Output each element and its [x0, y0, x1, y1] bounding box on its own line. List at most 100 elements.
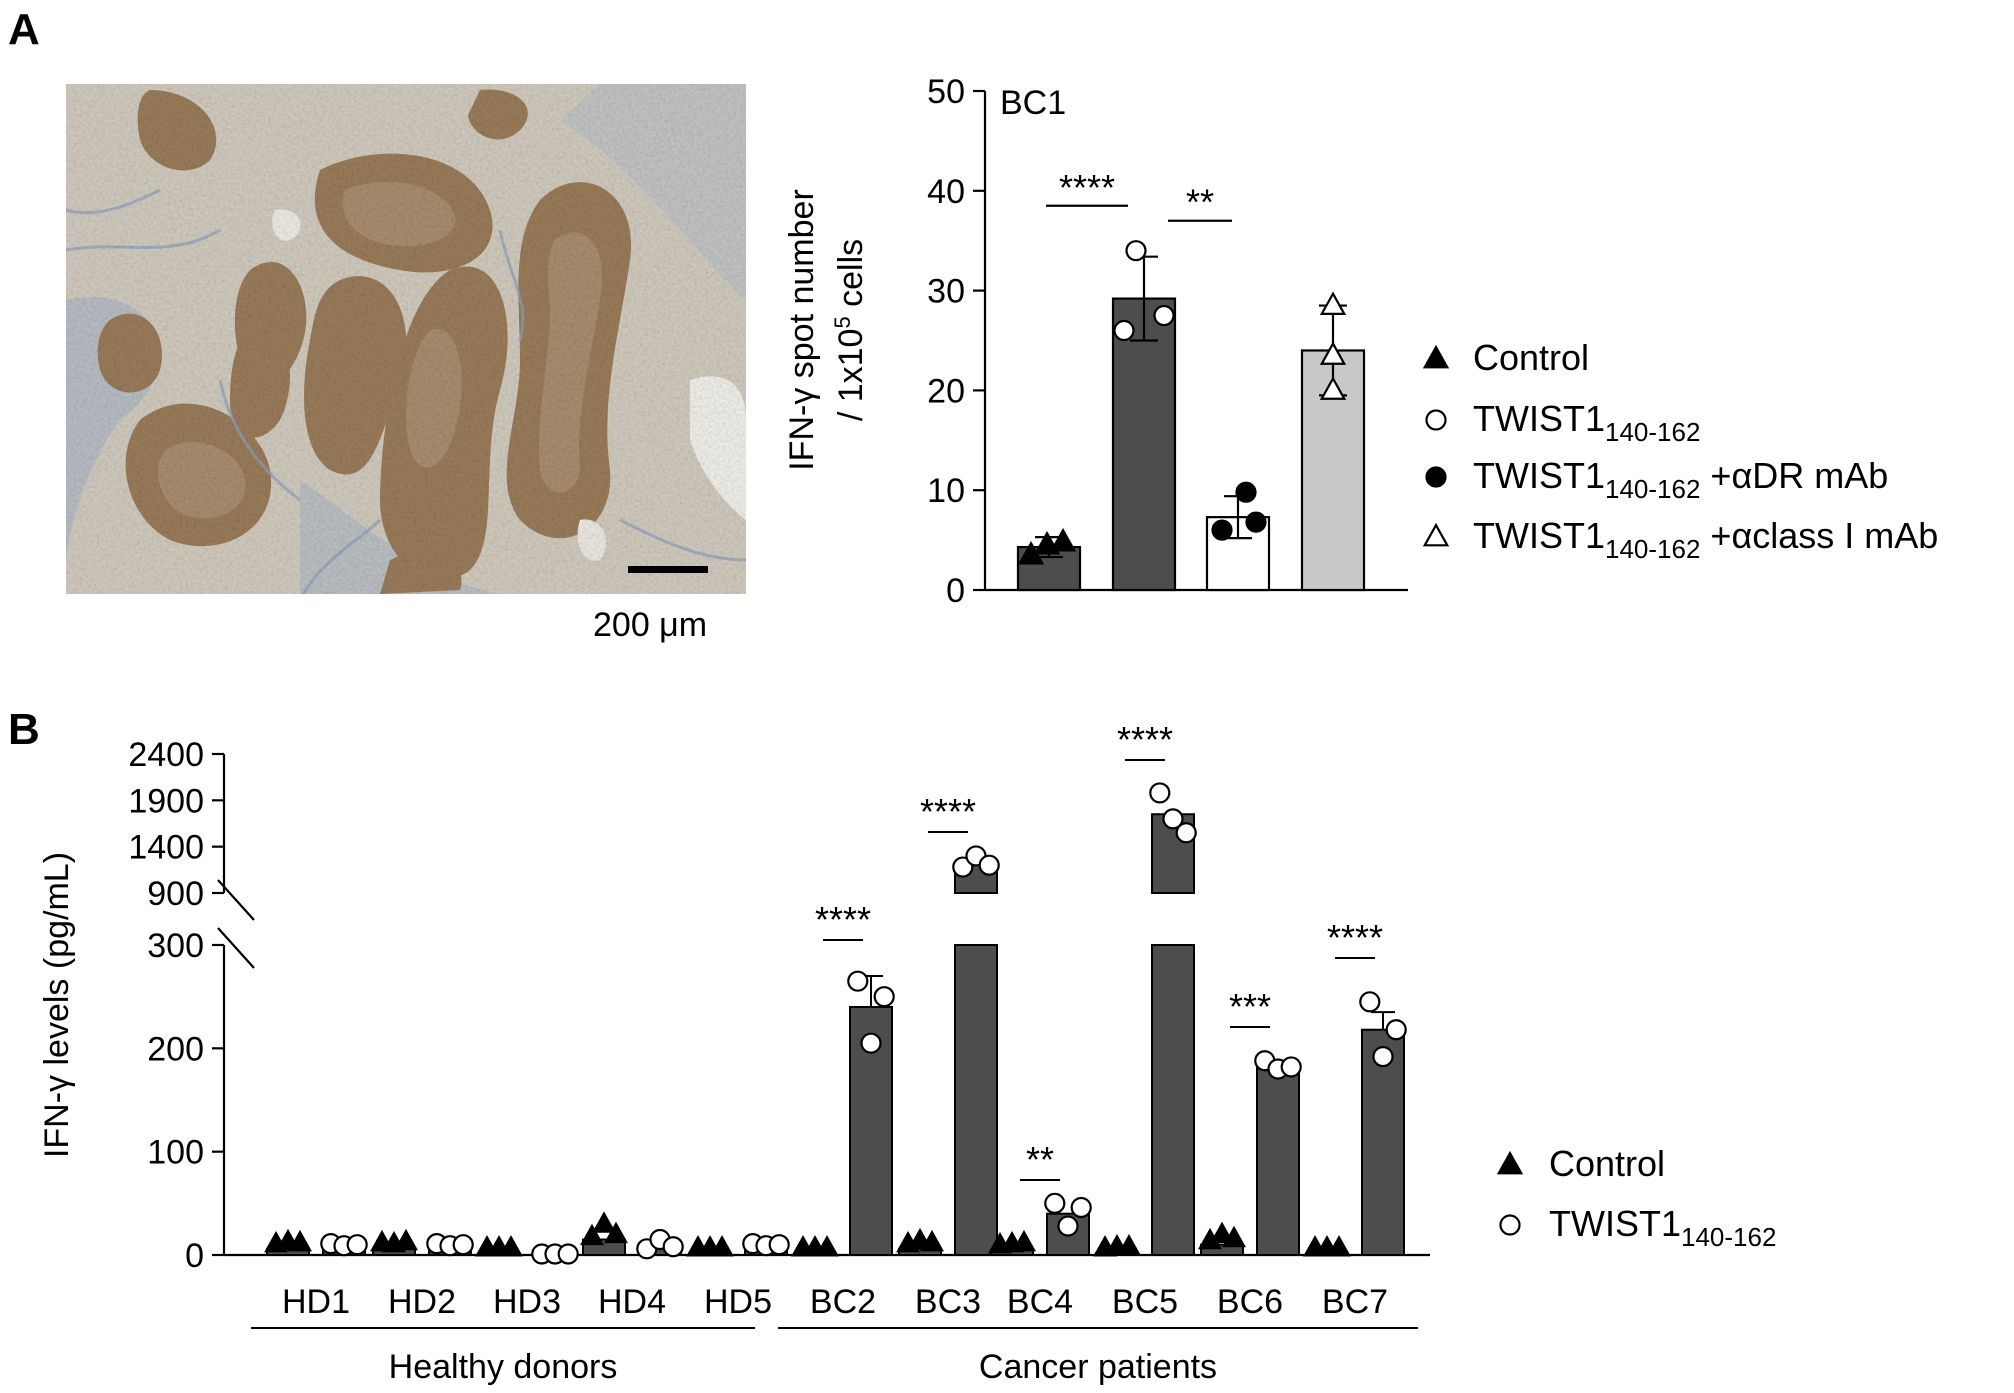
data-point-twist1 — [873, 986, 895, 1008]
x-tick-label: HD2 — [388, 1283, 456, 1321]
data-point-control — [1210, 1221, 1234, 1244]
data-point-control — [394, 1228, 418, 1251]
y-axis-label: IFN-γ levels (pg/mL) — [38, 852, 76, 1158]
tumor-nest-highlights — [157, 182, 602, 519]
data-point-twist1 — [1044, 1192, 1066, 1214]
stroma-region — [300, 480, 500, 594]
legend-a: Control TWIST1140-162 TWIST1140-162 +αDR m… — [1422, 337, 1938, 564]
significance-label: **** — [1327, 917, 1383, 958]
data-point — [1153, 304, 1175, 327]
data-point-twist1 — [1057, 1215, 1079, 1237]
x-tick-label: HD3 — [493, 1283, 561, 1321]
legend-marker — [1425, 466, 1447, 488]
data-point-twist1 — [662, 1236, 684, 1258]
y-tick-label: 20 — [927, 372, 965, 410]
data-point-twist1 — [1372, 1045, 1394, 1068]
x-tick-label: BC2 — [810, 1283, 876, 1321]
data-point-twist1 — [1149, 782, 1171, 804]
data-point-twist1 — [1162, 808, 1184, 830]
data-point — [1245, 511, 1267, 533]
scale-bar — [628, 566, 708, 573]
data-point-control — [1222, 1225, 1246, 1248]
significance-label: **** — [1059, 167, 1115, 208]
data-point — [1049, 527, 1077, 552]
x-tick-label: BC4 — [1007, 1283, 1073, 1321]
stroma-region — [560, 84, 746, 300]
data-point-twist1 — [847, 970, 869, 992]
x-tick-label: BC7 — [1322, 1283, 1388, 1321]
axis-break-mark — [217, 927, 255, 969]
data-point-twist1 — [1070, 1196, 1092, 1219]
y-tick-label: 50 — [927, 73, 965, 111]
white-space — [577, 519, 607, 561]
data-point-twist1 — [452, 1234, 474, 1256]
legend-marker — [1422, 522, 1450, 547]
data-point-control — [1327, 1235, 1351, 1257]
significance-label: **** — [920, 791, 976, 832]
x-tick-label: HD4 — [598, 1283, 666, 1321]
significance-label: **** — [1117, 719, 1173, 760]
significance-label: ** — [1026, 1139, 1054, 1180]
data-point-control — [1117, 1234, 1141, 1256]
data-point — [1235, 481, 1257, 503]
legend-marker — [1422, 344, 1450, 369]
y-tick-label: 10 — [927, 472, 965, 510]
legend-label: Control — [1549, 1143, 1665, 1184]
data-point-control — [815, 1235, 839, 1257]
white-space — [690, 376, 746, 520]
data-point-twist1 — [1175, 822, 1197, 844]
y-tick-label: 40 — [927, 173, 965, 211]
group-label: Healthy donors — [389, 1348, 618, 1386]
bar — [1111, 297, 1177, 592]
y-tick-label: 2400 — [128, 736, 204, 774]
data-point-control — [499, 1235, 523, 1257]
tumor-nests — [97, 89, 632, 594]
bar-twist1 — [1256, 1064, 1300, 1257]
y-tick-label: 0 — [946, 572, 965, 610]
data-point-twist1 — [346, 1234, 368, 1256]
y-tick-label: 1400 — [128, 829, 204, 867]
panel-label-b: B — [8, 705, 40, 754]
legend-b: Control TWIST1140-162 — [1496, 1143, 1776, 1252]
legend-marker — [1499, 1214, 1521, 1236]
bar-twist1-lower — [954, 944, 998, 1256]
data-point — [1113, 319, 1135, 342]
axis-break-mark — [217, 879, 255, 921]
data-point — [1319, 291, 1347, 315]
y-tick-label: 0 — [185, 1237, 204, 1275]
x-tick-label: BC6 — [1217, 1283, 1283, 1321]
data-point-twist1 — [1280, 1056, 1302, 1078]
y-tick-label: 300 — [147, 927, 204, 965]
white-space — [272, 209, 301, 241]
bar-twist1 — [1361, 1028, 1405, 1256]
chart-b: 900 1400 1900 2400 0 100 200 300 IFN-γ levels (p… — [38, 719, 1430, 1386]
micrograph — [66, 84, 746, 594]
legend-label: TWIST1140-162 +αDR mAb — [1473, 455, 1888, 504]
data-point-control — [920, 1229, 944, 1252]
panel-label-a: A — [8, 5, 40, 54]
data-point — [1319, 341, 1347, 365]
chart-title: BC1 — [1000, 84, 1066, 122]
chart-a: 0 10 20 30 40 50 IFN-γ spot number/ 1x105 cell… — [783, 73, 1408, 610]
x-tick-label: HD1 — [282, 1283, 350, 1321]
y-axis-label: IFN-γ spot number — [783, 189, 821, 471]
y-tick-label: 1900 — [128, 782, 204, 820]
legend-label: TWIST1140-162 — [1473, 398, 1700, 447]
legend-label: Control — [1473, 337, 1589, 378]
y-tick-label: 30 — [927, 273, 965, 311]
data-point — [1319, 376, 1347, 400]
legend-marker — [1425, 409, 1447, 431]
data-point-twist1 — [1385, 1019, 1407, 1041]
y-axis-label-line2: / 1x105 cells — [830, 239, 870, 421]
x-tick-label: BC5 — [1112, 1283, 1178, 1321]
bar-control — [1200, 1243, 1244, 1256]
data-point-control — [604, 1221, 628, 1244]
y-tick-label: 100 — [147, 1134, 204, 1172]
significance-label: *** — [1229, 986, 1271, 1027]
legend-marker — [1496, 1150, 1524, 1175]
data-point-twist1 — [978, 854, 1000, 876]
bar-twist1-lower — [1151, 944, 1195, 1256]
data-point-control — [288, 1229, 312, 1252]
significance-label: ** — [1186, 182, 1214, 223]
data-point-twist1 — [860, 1032, 882, 1054]
